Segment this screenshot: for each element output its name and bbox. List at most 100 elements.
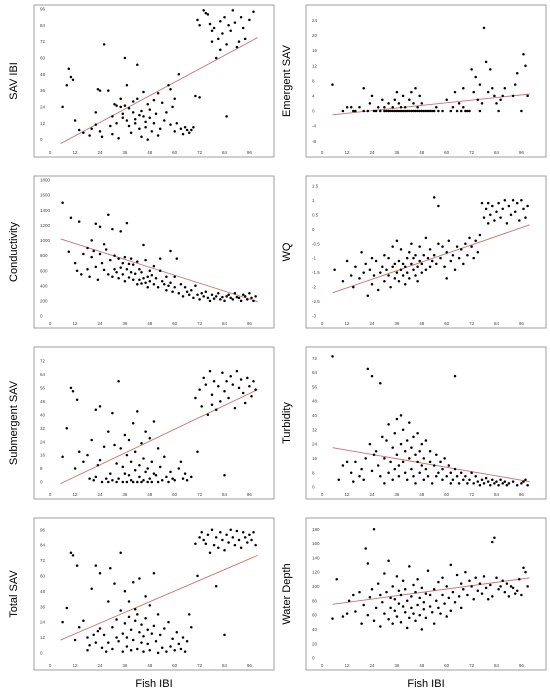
- data-point: [229, 528, 232, 531]
- data-point: [148, 269, 152, 272]
- data-point: [125, 645, 129, 648]
- data-point: [117, 257, 120, 260]
- data-point: [177, 642, 181, 646]
- data-point: [468, 109, 471, 113]
- data-point: [432, 622, 436, 625]
- data-point: [179, 647, 183, 651]
- data-point: [233, 406, 237, 410]
- data-point: [441, 478, 444, 482]
- data-point: [96, 278, 100, 281]
- trend-line: [60, 37, 258, 145]
- data-point: [61, 455, 64, 459]
- data-point: [445, 615, 448, 618]
- data-point: [493, 94, 496, 98]
- y-tick-label: 140: [312, 555, 320, 560]
- y-tick-label: 4: [312, 93, 315, 98]
- data-point: [362, 603, 365, 607]
- data-point: [416, 603, 419, 607]
- data-point: [397, 280, 401, 283]
- data-point: [167, 620, 170, 624]
- data-point: [125, 453, 129, 457]
- data-point: [94, 123, 98, 126]
- data-point: [401, 94, 405, 98]
- data-point: [364, 547, 367, 550]
- data-point: [341, 280, 345, 283]
- data-point: [424, 236, 428, 240]
- data-point: [252, 10, 255, 13]
- data-point: [154, 473, 158, 477]
- data-point: [198, 24, 201, 27]
- data-point: [109, 472, 112, 475]
- panel-5-marks: 0 8 16 24 32 40 48 56 64 72 0 12 24 36 48 60 72 84 96: [312, 355, 530, 497]
- data-point: [86, 636, 89, 639]
- data-point: [449, 563, 453, 567]
- data-point: [115, 462, 118, 465]
- data-point: [123, 255, 127, 259]
- data-point: [482, 26, 486, 30]
- data-point: [138, 475, 141, 479]
- data-point: [383, 105, 386, 109]
- data-point: [158, 633, 162, 637]
- data-point: [69, 386, 73, 390]
- data-point: [171, 105, 174, 109]
- data-point: [152, 572, 156, 575]
- data-point: [420, 102, 424, 105]
- data-point: [478, 233, 482, 237]
- data-point: [90, 239, 93, 242]
- data-point: [237, 40, 241, 43]
- y-tick-label: 60: [312, 613, 318, 618]
- data-point: [210, 528, 214, 531]
- data-point: [129, 649, 133, 652]
- x-tick-label: 60: [172, 321, 178, 326]
- data-point: [127, 438, 131, 442]
- data-point: [443, 602, 446, 605]
- data-point: [202, 538, 205, 542]
- data-point: [526, 483, 529, 487]
- x-tick-label: 96: [247, 663, 253, 668]
- data-point: [432, 109, 436, 113]
- x-tick-label: 24: [97, 492, 103, 497]
- y-tick-label: -8: [312, 139, 316, 144]
- data-point: [250, 296, 253, 300]
- data-point: [163, 283, 166, 286]
- data-point: [383, 109, 386, 113]
- data-point: [412, 256, 415, 260]
- data-point: [237, 538, 241, 542]
- data-point: [111, 625, 114, 629]
- data-point: [408, 421, 411, 424]
- data-point: [125, 267, 129, 271]
- data-point: [424, 109, 428, 113]
- panel-turbidity: Turbidity: [281, 346, 547, 500]
- data-point: [424, 467, 428, 471]
- data-point: [217, 37, 220, 41]
- data-point: [117, 640, 120, 643]
- data-point: [515, 201, 519, 205]
- data-point: [399, 268, 403, 271]
- data-point: [71, 390, 75, 393]
- data-point: [358, 277, 361, 280]
- data-point: [453, 268, 457, 271]
- data-point: [102, 242, 106, 246]
- data-point: [148, 477, 152, 480]
- data-point: [160, 479, 164, 482]
- data-point: [239, 378, 243, 381]
- x-tick-label: 24: [97, 321, 103, 326]
- data-point: [428, 449, 432, 453]
- data-point: [374, 109, 378, 113]
- data-point: [513, 83, 517, 86]
- data-point: [80, 273, 83, 276]
- data-point: [173, 479, 176, 482]
- data-point: [121, 632, 125, 635]
- data-point: [138, 463, 141, 467]
- data-point: [231, 383, 235, 386]
- data-point: [405, 478, 409, 482]
- data-point: [391, 105, 394, 109]
- data-point: [92, 249, 95, 253]
- data-point: [235, 45, 239, 49]
- data-point: [395, 239, 399, 243]
- data-point: [501, 94, 504, 98]
- data-point: [395, 271, 399, 274]
- data-point: [111, 132, 114, 136]
- data-point: [210, 403, 214, 406]
- data-point: [405, 271, 409, 274]
